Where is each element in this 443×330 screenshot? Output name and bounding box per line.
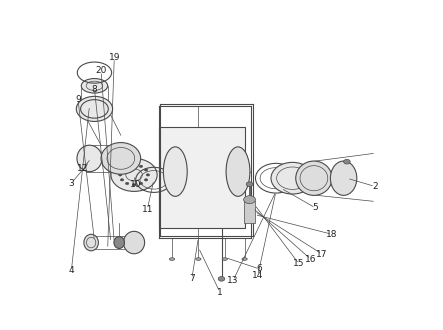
- Ellipse shape: [120, 169, 124, 171]
- Ellipse shape: [246, 182, 253, 186]
- Text: 11: 11: [141, 205, 153, 214]
- Ellipse shape: [330, 161, 357, 195]
- Text: 12: 12: [77, 164, 89, 173]
- Ellipse shape: [296, 161, 332, 195]
- Ellipse shape: [144, 179, 148, 181]
- Ellipse shape: [169, 258, 175, 260]
- Text: 2: 2: [372, 182, 378, 191]
- Text: 7: 7: [189, 274, 194, 283]
- Text: 14: 14: [252, 271, 264, 280]
- Ellipse shape: [84, 234, 98, 251]
- Ellipse shape: [132, 183, 136, 186]
- Ellipse shape: [132, 164, 136, 166]
- Ellipse shape: [77, 145, 102, 172]
- Ellipse shape: [196, 258, 201, 260]
- Text: 20: 20: [95, 66, 107, 76]
- Ellipse shape: [114, 237, 124, 248]
- Text: 1: 1: [217, 287, 223, 297]
- Ellipse shape: [226, 147, 250, 196]
- Text: 13: 13: [227, 276, 239, 285]
- Text: 16: 16: [305, 254, 316, 264]
- Text: 4: 4: [69, 266, 74, 275]
- Ellipse shape: [344, 159, 350, 164]
- Ellipse shape: [120, 179, 124, 181]
- Ellipse shape: [125, 165, 129, 168]
- Ellipse shape: [119, 174, 122, 176]
- Text: 17: 17: [316, 249, 328, 259]
- Ellipse shape: [101, 143, 140, 174]
- Ellipse shape: [163, 147, 187, 196]
- Text: 5: 5: [313, 203, 319, 213]
- Text: 19: 19: [109, 53, 120, 62]
- Ellipse shape: [140, 165, 143, 168]
- Ellipse shape: [144, 169, 148, 171]
- Text: 18: 18: [326, 230, 338, 239]
- Ellipse shape: [76, 96, 113, 121]
- Ellipse shape: [124, 231, 144, 254]
- Ellipse shape: [222, 258, 227, 260]
- Ellipse shape: [271, 162, 314, 194]
- Ellipse shape: [81, 79, 108, 93]
- Text: 15: 15: [293, 259, 305, 269]
- Ellipse shape: [244, 196, 256, 204]
- Ellipse shape: [146, 174, 150, 176]
- Text: 10: 10: [130, 180, 141, 189]
- Ellipse shape: [111, 158, 157, 191]
- Text: 6: 6: [256, 264, 262, 274]
- Ellipse shape: [140, 182, 143, 184]
- Text: 3: 3: [69, 179, 74, 188]
- Text: 8: 8: [92, 84, 97, 94]
- Bar: [244, 201, 256, 223]
- Bar: [159, 127, 245, 228]
- Ellipse shape: [242, 258, 247, 260]
- Ellipse shape: [218, 277, 225, 281]
- Text: 9: 9: [75, 94, 81, 104]
- Ellipse shape: [125, 182, 129, 184]
